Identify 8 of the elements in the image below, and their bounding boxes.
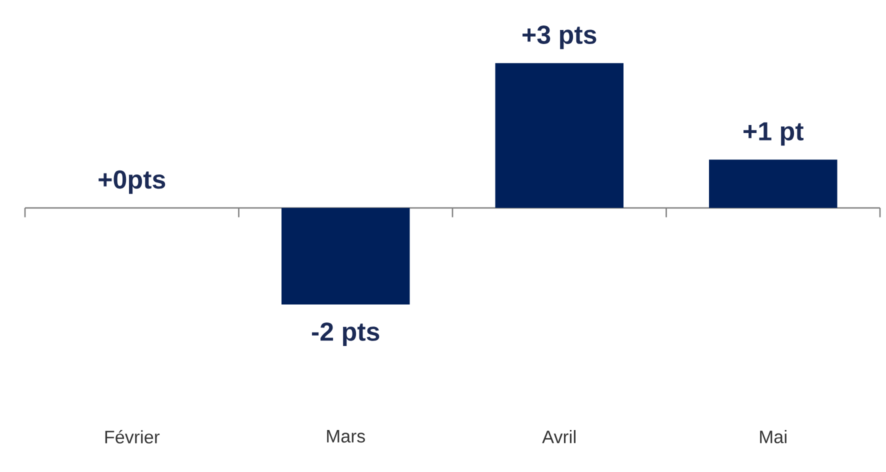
data-label: +0pts [98, 170, 166, 194]
x-tick-label: Mars [327, 430, 365, 443]
x-tick-label: Avril [542, 430, 576, 444]
data-label: +1 pt [744, 122, 804, 146]
data-label: -2 pts [312, 322, 380, 346]
x-tick-label: Mai [760, 430, 786, 444]
x-tick-label: Février [105, 430, 160, 444]
data-label: +3 pts [522, 26, 596, 50]
